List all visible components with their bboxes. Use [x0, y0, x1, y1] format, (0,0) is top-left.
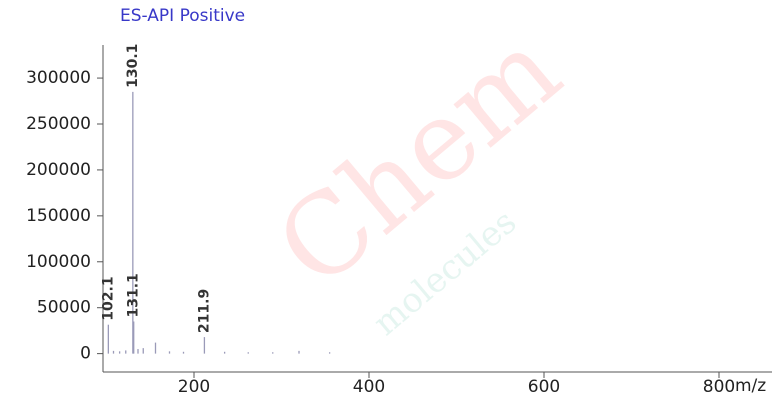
y-tick-label: 300000	[26, 68, 91, 88]
x-tick-label: 600	[528, 377, 560, 397]
peak-label: 211.9	[196, 289, 212, 333]
y-tick-label: 200000	[26, 160, 91, 180]
peak-label: 131.1	[126, 273, 142, 317]
watermark: Chem	[253, 5, 584, 312]
y-tick-label: 0	[80, 344, 91, 364]
y-tick-label: 100000	[26, 252, 91, 272]
x-tick-label: 800	[703, 377, 735, 397]
y-tick-label: 150000	[26, 206, 91, 226]
y-tick-label: 50000	[37, 298, 91, 318]
x-axis-label: m/z	[735, 376, 766, 396]
x-tick-label: 400	[353, 377, 385, 397]
peak-label: 130.1	[125, 44, 141, 88]
chart-title: ES-API Positive	[120, 6, 245, 26]
x-tick-label: 200	[178, 377, 210, 397]
peak-label: 102.1	[100, 276, 116, 320]
y-tick-label: 250000	[26, 114, 91, 134]
